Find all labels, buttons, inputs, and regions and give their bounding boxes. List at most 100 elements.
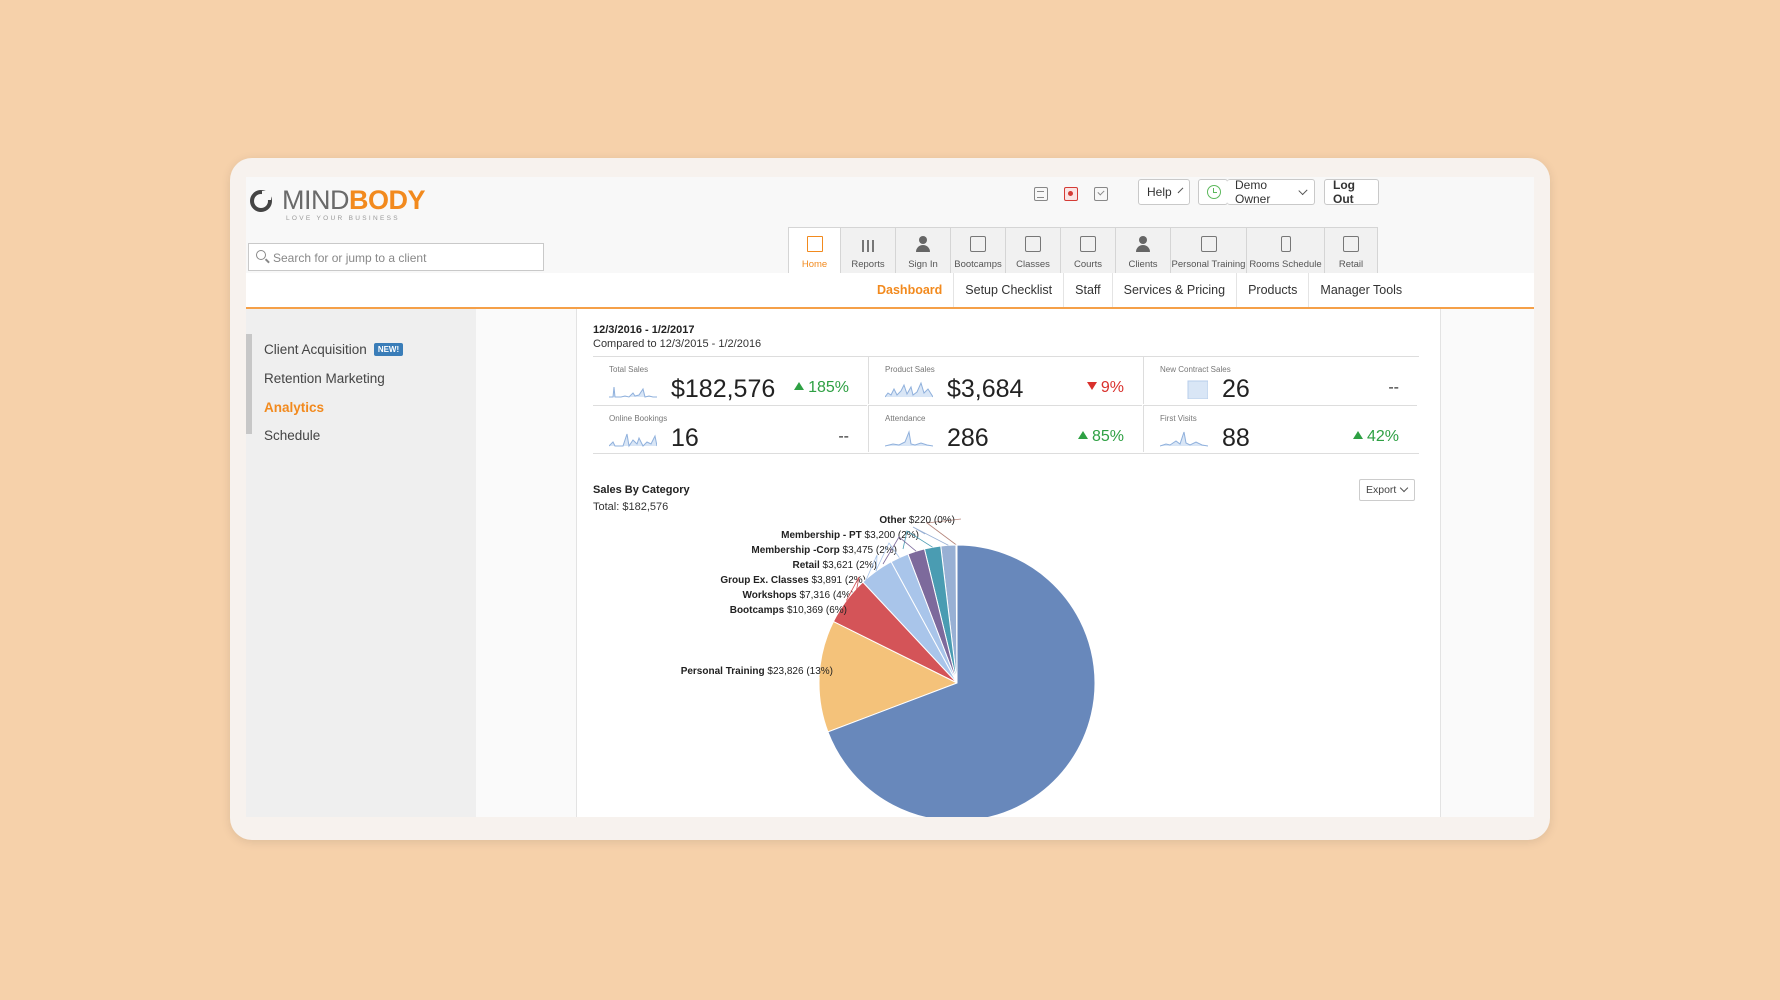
checklist-icon[interactable] [1094,187,1108,201]
arrow-up-icon [1077,431,1088,439]
pie-slice-label: Membership -Corp $3,475 (2%) [751,545,897,556]
alert-icon[interactable] [1064,187,1078,201]
pie-slice-label: Membership - PT $3,200 (2%) [781,530,919,541]
nav-tab-home[interactable]: Home [789,228,841,274]
nav-tab-sign-in[interactable]: Sign In [896,228,951,274]
right-gutter [1440,309,1534,817]
pie-leader-line [859,554,878,595]
nav-tab-retail[interactable]: Retail [1325,228,1378,274]
home-icon [806,236,823,252]
change-indicator: -- [1388,379,1399,396]
clock-icon [1207,185,1221,199]
pie-leader-line [882,536,917,565]
sparkline [1160,431,1208,447]
pie-leader-line [871,542,900,580]
stat-first-visits[interactable]: First Visits 88 42% [1143,405,1417,452]
help-label: Help [1147,185,1172,199]
screenshot-frame: MINDBODY LOVE YOUR BUSINESS Help Demo Ow… [230,158,1550,840]
sidebar-item-retention-marketing[interactable]: Retention Marketing [264,371,385,386]
left-gutter [476,309,577,817]
stat-product-sales[interactable]: Product Sales $3,684 9% [868,357,1142,404]
app-window: MINDBODY LOVE YOUR BUSINESS Help Demo Ow… [246,177,1534,817]
sparkline [885,430,933,447]
chevron-down-icon [1177,187,1184,193]
stat-total-sales[interactable]: Total Sales $182,576 185% [609,365,849,403]
pie-slice-label: Workshops $7,316 (4%) [742,590,854,601]
stat-attendance[interactable]: Attendance 286 85% [868,405,1142,452]
logo-tagline: LOVE YOUR BUSINESS [286,215,400,222]
nav-tab-bootcamps[interactable]: Bootcamps [951,228,1006,274]
subtab-dashboard[interactable]: Dashboard [877,283,943,297]
sparkline [1187,380,1208,399]
pie-leader-line [925,518,962,546]
sales-pie-chart: Other $220 (0%) Membership - PT $3,200 (2… [681,515,1096,817]
calendar-icon [970,236,986,252]
pie-slice[interactable] [827,544,1096,817]
arrow-up-icon [1352,431,1363,439]
nav-tab-personal-training[interactable]: Personal Training [1171,228,1247,274]
dashboard-main: 12/3/2016 - 1/2/2017 Compared to 12/3/20… [577,309,1439,817]
bar-chart-icon [860,236,876,252]
user-dropdown[interactable]: Demo Owner [1227,178,1315,206]
pie-leader-line [819,669,840,677]
subtab-setup-checklist[interactable]: Setup Checklist [953,273,1063,307]
document-icon[interactable] [1034,187,1048,201]
stat-online-bookings[interactable]: Online Bookings 16 -- [593,405,867,452]
export-dropdown[interactable]: Export [1359,479,1415,501]
sparkline [609,386,657,398]
subtab-services-pricing[interactable]: Services & Pricing [1111,273,1236,307]
person-icon [1135,236,1151,252]
register-icon [1343,236,1359,252]
nav-tab-reports[interactable]: Reports [841,228,896,274]
search-input[interactable] [271,247,535,269]
new-badge: NEW! [373,343,404,356]
chevron-down-icon [1298,185,1308,195]
calendar-icon [1025,236,1041,252]
mindbody-logo[interactable]: MINDBODY LOVE YOUR BUSINESS [250,183,435,223]
calendar-icon [1080,236,1096,252]
sidebar-item-client-acquisition[interactable]: Client Acquisition NEW! [264,342,404,357]
nav-tab-clients[interactable]: Clients [1116,228,1171,274]
sparkline [885,381,933,398]
logo-ring-icon [250,190,272,212]
change-indicator: 42% [1352,428,1399,446]
arrow-down-icon [1086,382,1097,390]
subtab-staff[interactable]: Staff [1063,273,1111,307]
nav-tab-rooms-schedule[interactable]: Rooms Schedule [1247,228,1325,274]
logo-wordmark: MINDBODY [282,185,426,215]
sales-by-category-title: Sales By Category [593,484,690,496]
sidebar-item-analytics[interactable]: Analytics [264,400,325,415]
sidebar-collapse-handle[interactable] [246,334,252,434]
change-indicator: -- [838,428,849,445]
help-dropdown[interactable]: Help [1138,179,1190,205]
logout-button[interactable]: Log Out [1324,178,1379,206]
client-search[interactable] [248,243,544,271]
pie-leader-line [902,530,933,550]
subtab-manager-tools[interactable]: Manager Tools [1308,273,1413,307]
pie-slice-label: Personal Training $23,826 (13%) [681,666,833,677]
pie-leader-line [846,576,860,610]
sidebar: Client Acquisition NEW! Retention Marketi… [246,309,476,817]
change-indicator: 185% [794,379,849,397]
arrow-up-icon [794,382,805,390]
sales-by-category-total: Total: $182,576 [593,501,669,513]
change-indicator: 9% [1086,379,1124,397]
pie-slice-label: Bootcamps $10,369 (6%) [730,605,847,616]
sub-nav: Dashboard Setup Checklist Staff Services… [246,273,1534,309]
chevron-down-icon [1400,483,1409,493]
change-indicator: 85% [1077,428,1124,446]
pie-slice-label: Group Ex. Classes $3,891 (2%) [720,575,866,586]
subtab-products[interactable]: Products [1236,273,1308,307]
date-range[interactable]: 12/3/2016 - 1/2/2017 [593,324,695,336]
logout-label: Log Out [1333,178,1355,206]
user-label: Demo Owner [1235,178,1271,206]
nav-tab-courts[interactable]: Courts [1061,228,1116,274]
compare-range: Compared to 12/3/2015 - 1/2/2016 [593,338,762,350]
person-icon [915,236,931,252]
clock-button[interactable] [1198,179,1228,205]
main-nav: Home Reports Sign In Bootcamps Classes C… [788,227,1378,274]
stat-new-contract-sales[interactable]: New Contract Sales 26 -- [1143,357,1417,404]
nav-tab-classes[interactable]: Classes [1006,228,1061,274]
stats-grid: Total Sales $182,576 185% Product Sales … [593,356,1419,454]
sidebar-item-schedule[interactable]: Schedule [264,428,321,443]
